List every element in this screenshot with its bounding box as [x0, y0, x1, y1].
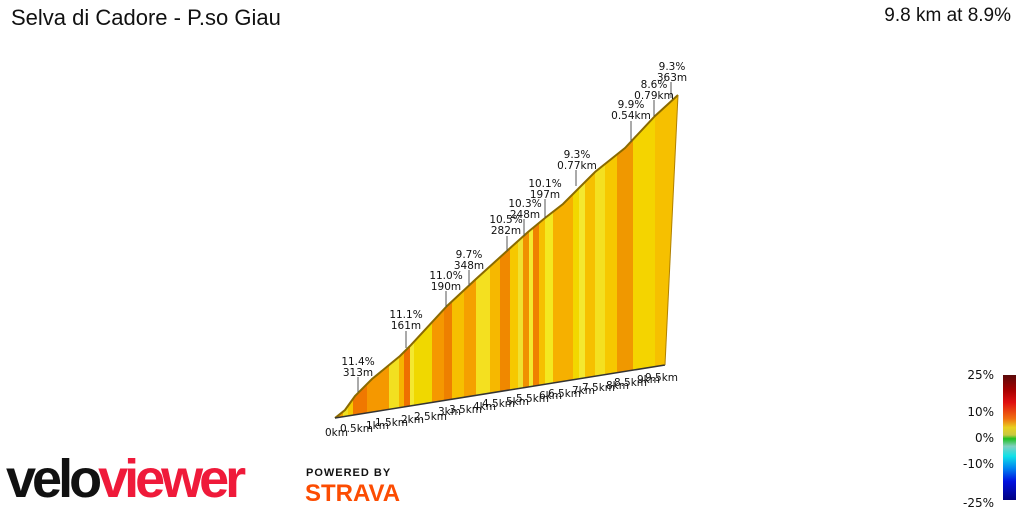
- svg-text:9.3%: 9.3%: [659, 61, 686, 73]
- svg-text:9.7%: 9.7%: [456, 249, 483, 261]
- svg-text:9.9%: 9.9%: [618, 99, 645, 111]
- svg-text:161m: 161m: [391, 320, 421, 332]
- legend-label-10: 10%: [967, 405, 994, 419]
- legend-label-25: 25%: [967, 368, 994, 382]
- svg-text:2km: 2km: [401, 414, 424, 426]
- svg-text:348m: 348m: [454, 260, 484, 272]
- svg-text:11.0%: 11.0%: [429, 270, 462, 282]
- veloviewer-logo: veloviewer: [6, 449, 246, 509]
- svg-text:8km: 8km: [606, 380, 629, 392]
- svg-text:4km: 4km: [473, 401, 496, 413]
- svg-text:0.79km: 0.79km: [634, 90, 674, 102]
- svg-text:10.3%: 10.3%: [508, 198, 541, 210]
- svg-text:10.5%: 10.5%: [489, 214, 522, 226]
- gradient-legend-bar: [1003, 375, 1016, 500]
- legend-label-neg10: -10%: [962, 457, 994, 471]
- svg-text:282m: 282m: [491, 225, 521, 237]
- svg-text:6.5km: 6.5km: [548, 388, 581, 400]
- svg-text:9.5km: 9.5km: [645, 372, 678, 384]
- powered-by-label: POWERED BY: [306, 467, 392, 479]
- legend-label-0: 0%: [974, 431, 994, 445]
- svg-text:0km: 0km: [325, 427, 348, 439]
- profile-baseline: [334, 364, 666, 419]
- logo-velo: velo: [6, 449, 102, 509]
- svg-text:3km: 3km: [438, 406, 461, 418]
- svg-text:197m: 197m: [530, 189, 560, 201]
- climb-title: Selva di Cadore - P.so Giau: [11, 5, 281, 30]
- svg-text:5.5km: 5.5km: [516, 393, 549, 405]
- svg-text:0.5km: 0.5km: [340, 423, 373, 435]
- svg-text:1km: 1km: [366, 420, 389, 432]
- svg-text:9km: 9km: [637, 374, 660, 386]
- svg-text:6km: 6km: [539, 390, 562, 402]
- svg-text:9.3%: 9.3%: [564, 149, 591, 161]
- svg-text:10.1%: 10.1%: [528, 178, 561, 190]
- svg-text:2.5km: 2.5km: [414, 411, 447, 423]
- svg-text:0.77km: 0.77km: [557, 160, 597, 172]
- svg-text:11.1%: 11.1%: [389, 309, 422, 321]
- svg-text:3.5km: 3.5km: [449, 404, 482, 416]
- svg-text:8.5km: 8.5km: [614, 377, 647, 389]
- svg-text:4.5km: 4.5km: [482, 398, 515, 410]
- annotation-leaders: [357, 82, 672, 392]
- svg-text:248m: 248m: [510, 209, 540, 221]
- svg-text:5km: 5km: [506, 396, 529, 408]
- strava-logo: STRAVA: [305, 480, 401, 507]
- svg-text:1.5km: 1.5km: [375, 417, 408, 429]
- annotation-labels: 11.4% 313m 11.1% 161m 11.0% 190m 9.7% 34…: [341, 61, 687, 379]
- legend-label-neg25: -25%: [962, 496, 994, 510]
- svg-text:363m: 363m: [657, 72, 687, 84]
- climb-summary: 9.8 km at 8.9%: [884, 5, 1011, 26]
- logo-viewer: viewer: [98, 449, 246, 509]
- svg-text:313m: 313m: [343, 367, 373, 379]
- svg-text:11.4%: 11.4%: [341, 356, 374, 368]
- svg-text:8.6%: 8.6%: [641, 79, 668, 91]
- svg-text:7km: 7km: [572, 385, 595, 397]
- svg-text:190m: 190m: [431, 281, 461, 293]
- profile-top-edge: [334, 94, 679, 419]
- x-axis-ticks: 0km 0.5km 1km 1.5km 2km 2.5km 3km 3.5km …: [325, 372, 678, 439]
- svg-text:7.5km: 7.5km: [582, 382, 615, 394]
- svg-text:0.54km: 0.54km: [611, 110, 651, 122]
